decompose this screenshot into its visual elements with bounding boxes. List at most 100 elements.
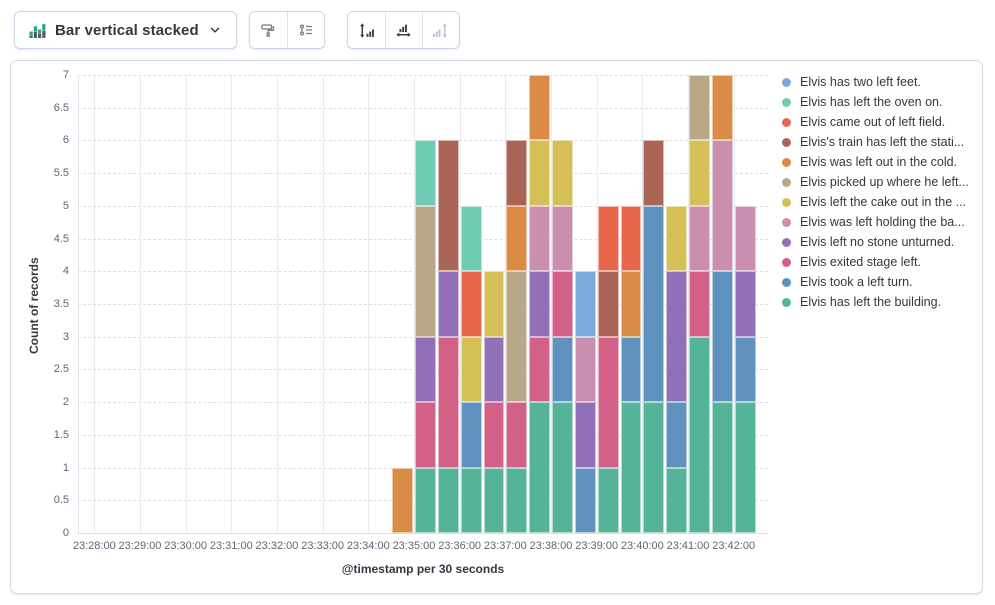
- bar-segment[interactable]: [483, 336, 505, 403]
- bar-segment[interactable]: [552, 402, 573, 533]
- legend-label: Elvis has left the oven on.: [800, 95, 943, 109]
- bar-segment[interactable]: [392, 467, 414, 533]
- bar-segment[interactable]: [689, 140, 710, 206]
- bar-segment[interactable]: [414, 205, 436, 337]
- bar-segment[interactable]: [552, 140, 573, 206]
- bar-segment[interactable]: [437, 271, 459, 337]
- bar-segment[interactable]: [552, 336, 573, 403]
- bar-segment[interactable]: [666, 402, 688, 468]
- bar-segment[interactable]: [734, 336, 756, 403]
- bar-segment[interactable]: [437, 140, 459, 272]
- chart-type-dropdown[interactable]: Bar vertical stacked: [14, 11, 237, 49]
- bar-segment[interactable]: [552, 271, 573, 337]
- x-axis-tick-label: 23:41:00: [666, 540, 710, 552]
- bar-segment[interactable]: [574, 271, 596, 337]
- x-axis-tick-label: 23:36:00: [438, 540, 482, 552]
- bar-segment[interactable]: [529, 75, 551, 141]
- bar-segment[interactable]: [529, 402, 551, 533]
- bar-segment[interactable]: [574, 336, 596, 403]
- chart-panel: Count of records @timestamp per 30 secon…: [10, 60, 983, 594]
- bar-segment[interactable]: [437, 467, 459, 533]
- visual-options-icon: [260, 22, 276, 38]
- bar-segment[interactable]: [552, 205, 573, 272]
- bar-segment[interactable]: [460, 402, 482, 468]
- bar-segment[interactable]: [483, 402, 505, 468]
- x-gridline: [94, 75, 96, 533]
- legend-item[interactable]: Elvis has left the oven on.: [782, 92, 969, 112]
- bottom-axis-icon: [395, 22, 412, 39]
- bar-segment[interactable]: [689, 205, 710, 272]
- bar-segment[interactable]: [483, 271, 505, 337]
- x-gridline: [733, 75, 735, 533]
- bar-segment[interactable]: [620, 205, 642, 272]
- y-gridline: [78, 75, 768, 76]
- bar-segment[interactable]: [529, 336, 551, 403]
- bar-segment[interactable]: [460, 205, 482, 272]
- bar-segment[interactable]: [597, 271, 619, 337]
- bar-segment[interactable]: [437, 336, 459, 468]
- bar-segment[interactable]: [643, 205, 665, 403]
- legend-item[interactable]: Elvis exited stage left.: [782, 252, 969, 272]
- bar-segment[interactable]: [620, 402, 642, 533]
- bar-segment[interactable]: [643, 402, 665, 533]
- legend-item[interactable]: Elvis came out of left field.: [782, 112, 969, 132]
- bar-segment[interactable]: [597, 336, 619, 468]
- bar-segment[interactable]: [689, 75, 710, 141]
- bar-segment[interactable]: [483, 467, 505, 533]
- legend-item[interactable]: Elvis picked up where he left...: [782, 172, 969, 192]
- bar-segment[interactable]: [460, 467, 482, 533]
- bar-segment[interactable]: [666, 467, 688, 533]
- bar-segment[interactable]: [460, 271, 482, 337]
- bar-segment[interactable]: [620, 271, 642, 337]
- bar-segment[interactable]: [574, 467, 596, 533]
- bar-segment[interactable]: [734, 271, 756, 337]
- bottom-axis-button[interactable]: [384, 12, 422, 48]
- legend-item[interactable]: Elvis took a left turn.: [782, 272, 969, 292]
- bar-segment[interactable]: [529, 205, 551, 272]
- bar-segment[interactable]: [529, 271, 551, 337]
- left-axis-icon: [358, 22, 375, 39]
- bar-segment[interactable]: [711, 271, 733, 403]
- bar-segment[interactable]: [711, 75, 733, 141]
- bar-segment[interactable]: [734, 205, 756, 272]
- left-axis-button[interactable]: [347, 12, 385, 48]
- bar-segment[interactable]: [414, 467, 436, 533]
- legend-item[interactable]: Elvis left the cake out in the ...: [782, 192, 969, 212]
- legend-settings-button[interactable]: [286, 12, 324, 48]
- y-axis-tick-label: 0: [62, 527, 69, 539]
- legend-item[interactable]: Elvis left no stone unturned.: [782, 232, 969, 252]
- bar-segment[interactable]: [414, 402, 436, 468]
- bar-segment[interactable]: [506, 467, 528, 533]
- bar-segment[interactable]: [711, 140, 733, 272]
- bar-segment[interactable]: [529, 140, 551, 206]
- legend-item[interactable]: Elvis's train has left the stati...: [782, 132, 969, 152]
- legend-item[interactable]: Elvis was left holding the ba...: [782, 212, 969, 232]
- bar-segment[interactable]: [689, 271, 710, 337]
- bar-segment[interactable]: [460, 336, 482, 403]
- legend-item[interactable]: Elvis was left out in the cold.: [782, 152, 969, 172]
- bar-segment[interactable]: [506, 402, 528, 468]
- bar-segment[interactable]: [643, 140, 665, 206]
- bar-segment[interactable]: [666, 271, 688, 403]
- bar-segment[interactable]: [597, 205, 619, 272]
- legend-color-dot: [782, 217, 791, 227]
- visual-options-button[interactable]: [249, 12, 287, 48]
- bar-segment[interactable]: [711, 402, 733, 533]
- bar-segment[interactable]: [689, 336, 710, 533]
- bar-vertical-stacked-icon: [29, 22, 46, 39]
- bar-segment[interactable]: [414, 336, 436, 403]
- bar-segment[interactable]: [666, 205, 688, 272]
- legend-label: Elvis took a left turn.: [800, 275, 913, 289]
- bar-segment[interactable]: [734, 402, 756, 533]
- bar-segment[interactable]: [506, 271, 528, 403]
- legend-item[interactable]: Elvis has two left feet.: [782, 72, 969, 92]
- legend-color-dot: [782, 157, 791, 167]
- legend-item[interactable]: Elvis has left the building.: [782, 292, 969, 312]
- bar-segment[interactable]: [574, 402, 596, 468]
- bar-segment[interactable]: [506, 140, 528, 206]
- bar-segment[interactable]: [620, 336, 642, 403]
- bar-segment[interactable]: [506, 205, 528, 272]
- bar-segment[interactable]: [414, 140, 436, 206]
- bar-segment[interactable]: [597, 467, 619, 533]
- x-gridline: [688, 75, 690, 533]
